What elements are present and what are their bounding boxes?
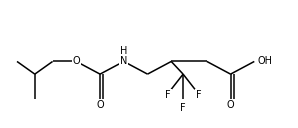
Text: F: F — [165, 90, 171, 100]
Text: O: O — [72, 56, 80, 66]
Text: O: O — [96, 100, 104, 110]
Text: H: H — [120, 46, 128, 56]
Text: F: F — [196, 90, 202, 100]
Text: OH: OH — [257, 56, 272, 66]
Text: F: F — [180, 103, 186, 113]
Text: O: O — [227, 100, 235, 110]
Text: N: N — [120, 56, 128, 66]
